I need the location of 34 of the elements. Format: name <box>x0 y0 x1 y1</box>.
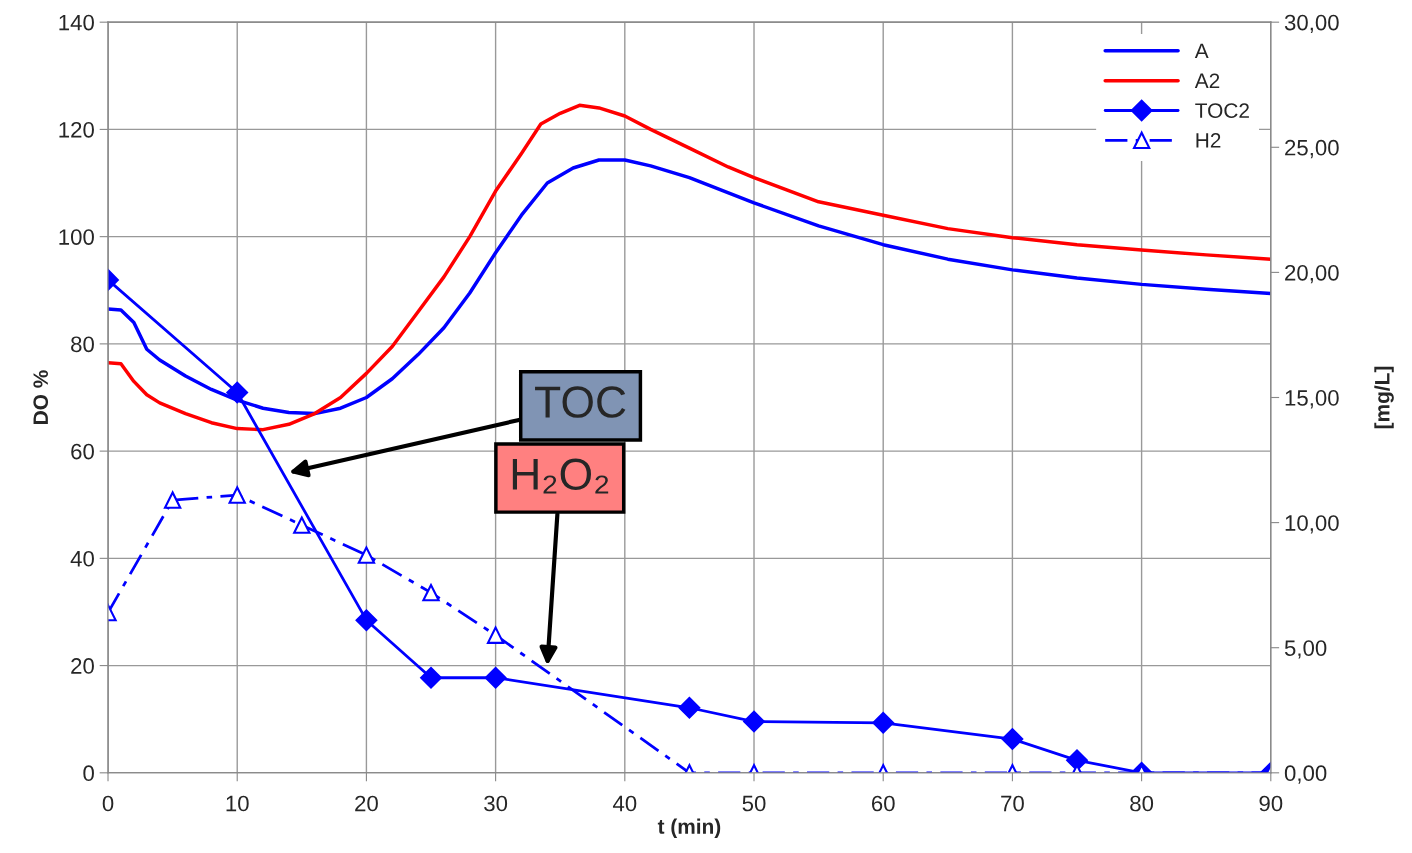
legend-label: H2 <box>1196 133 1221 148</box>
y-tick-label: 80 <box>71 336 94 353</box>
x-tick-label: 80 <box>1130 795 1154 812</box>
x-tick-label: 20 <box>355 795 378 812</box>
y2-tick-label: 5,00 <box>1284 640 1327 659</box>
y-tick-label: 140 <box>59 14 94 31</box>
y2-tick-label: 30,00 <box>1284 14 1339 34</box>
legend-label: A <box>1194 43 1209 59</box>
y2-tick-label: 25,00 <box>1285 139 1339 159</box>
x-axis-title: t (min) <box>657 818 721 838</box>
x-tick-label: 0 <box>102 795 114 812</box>
x-tick-label: 60 <box>871 795 895 812</box>
x-tick-label: 90 <box>1259 795 1283 812</box>
annotation: H₂O₂ <box>512 458 609 494</box>
y-tick-label: 0 <box>83 765 94 782</box>
y-tick-label: 60 <box>71 443 94 460</box>
y-tick-label: 120 <box>59 121 94 138</box>
y2-tick-label: 15,00 <box>1285 390 1339 409</box>
legend-label: A2 <box>1194 73 1220 88</box>
x-tick-label: 30 <box>484 795 508 812</box>
y2-axis-title: [mg/L] <box>1374 366 1394 429</box>
y2-tick-label: 0,00 <box>1284 765 1327 784</box>
y2-tick-label: 10,00 <box>1285 515 1339 534</box>
annotation: TOC <box>535 386 626 418</box>
y2-tick-label: 20,00 <box>1285 264 1339 284</box>
x-tick-label: 70 <box>1001 795 1024 812</box>
x-tick-label: 50 <box>742 795 766 812</box>
y-tick-label: 20 <box>71 658 94 674</box>
legend-label: TOC2 <box>1195 103 1249 118</box>
x-tick-label: 10 <box>226 795 249 812</box>
y-axis-title: DO % <box>33 370 49 424</box>
y-tick-label: 40 <box>70 550 94 567</box>
y-tick-label: 100 <box>59 229 94 245</box>
x-tick-label: 40 <box>612 795 637 812</box>
